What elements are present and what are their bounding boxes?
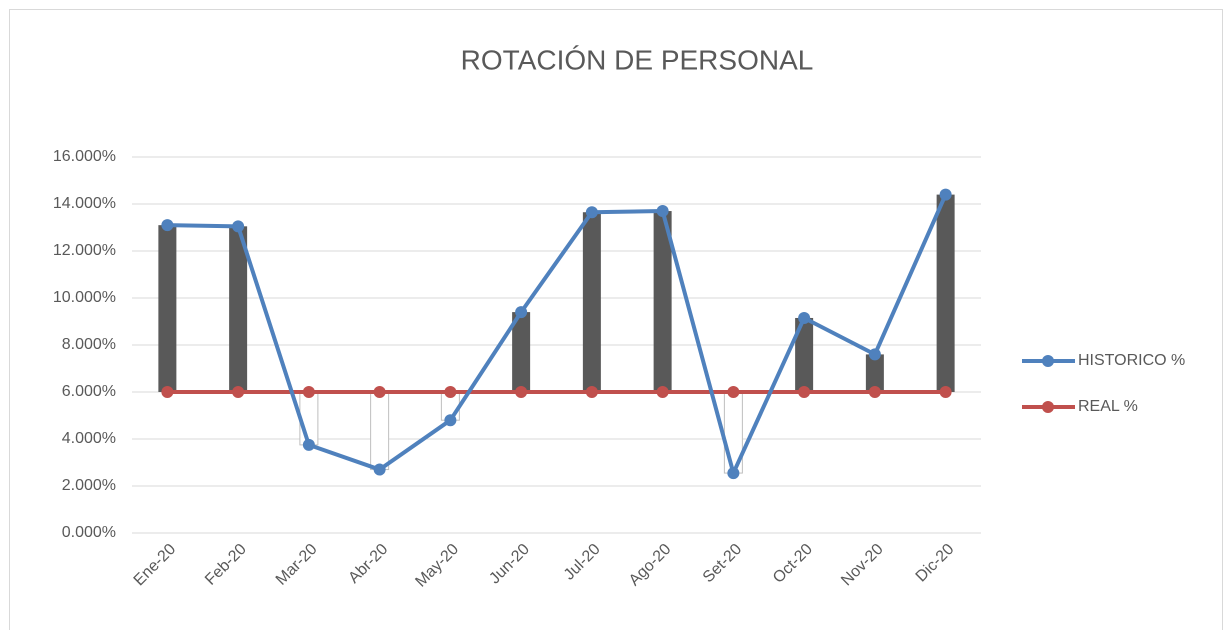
y-tick-label: 0.000% (62, 524, 116, 541)
series-marker (798, 386, 811, 398)
series-marker (868, 386, 881, 398)
series-marker (727, 467, 740, 480)
series-marker (585, 206, 598, 219)
up-bar (158, 225, 177, 392)
y-tick-label: 2.000% (62, 477, 116, 494)
up-bar (936, 194, 955, 392)
series-marker (161, 219, 174, 232)
up-bar (229, 226, 248, 392)
legend-marker (1042, 355, 1054, 367)
series-marker (515, 386, 528, 398)
series-marker (939, 386, 952, 398)
series-marker (232, 386, 245, 398)
y-tick-label: 10.000% (53, 289, 116, 306)
up-bar (582, 212, 601, 392)
y-tick-label: 14.000% (53, 195, 116, 212)
series-marker (302, 386, 315, 398)
series-marker (656, 205, 669, 218)
y-tick-label: 6.000% (62, 383, 116, 400)
series-marker (302, 438, 315, 451)
series-marker (939, 188, 952, 201)
chart-title: ROTACIÓN DE PERSONAL (461, 44, 814, 75)
up-bar (865, 354, 884, 392)
series-line (167, 193, 948, 476)
chart-border (9, 9, 1223, 630)
y-tick-label: 4.000% (62, 430, 116, 447)
series-marker (444, 414, 457, 427)
up-bar (512, 312, 531, 392)
down-bar (299, 391, 319, 446)
series-marker (585, 386, 598, 398)
series-marker (373, 463, 386, 476)
series-marker (444, 386, 457, 398)
legend-marker (1042, 401, 1054, 413)
series-marker (798, 311, 811, 324)
y-tick-label: 16.000% (53, 148, 116, 165)
series-marker (232, 220, 245, 233)
up-bar (795, 317, 814, 392)
legend-label: REAL % (1078, 398, 1138, 415)
series-marker (868, 348, 881, 361)
series-marker (656, 386, 669, 398)
legend-label: HISTORICO % (1078, 352, 1185, 369)
series-marker (161, 386, 174, 398)
y-tick-label: 12.000% (53, 242, 116, 259)
series-marker (373, 386, 386, 398)
series-marker (515, 306, 528, 319)
y-tick-label: 8.000% (62, 336, 116, 353)
up-bar (653, 211, 672, 392)
series-marker (727, 386, 740, 398)
down-bar (370, 391, 390, 471)
